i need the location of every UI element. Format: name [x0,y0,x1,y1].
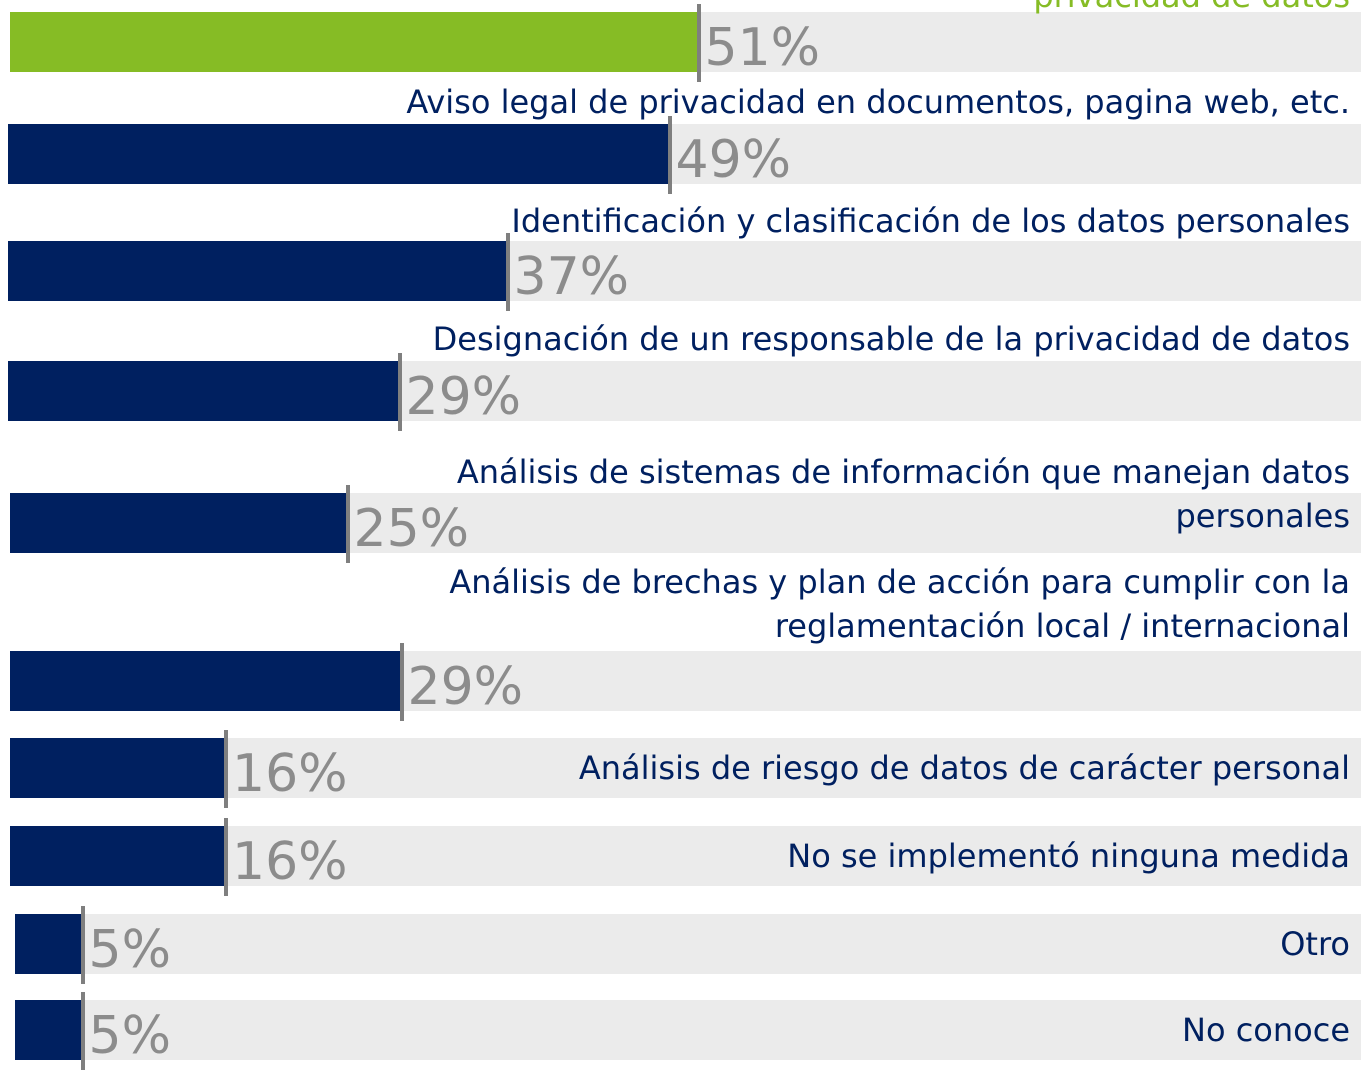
bar [10,651,402,711]
category-label: Aviso legal de privacidad en documentos,… [406,83,1350,121]
category-label: privacidad de datos [450,0,1350,18]
category-label: Análisis de sistemas de información que … [456,453,1350,535]
value-label: 16% [232,832,348,892]
bar [10,826,226,886]
bar-end-marker [397,353,402,431]
bar-end-marker [80,992,85,1070]
value-label: 25% [353,499,470,559]
bar-end-marker [345,485,350,563]
category-label: No se implementó ninguna medida [787,837,1350,875]
bar [10,493,348,553]
bar [8,124,670,184]
bar [15,914,83,974]
value-label: 5% [88,920,172,980]
bar-track [10,826,1361,886]
bar-end-marker [399,643,404,721]
category-label: Análisis de brechas y plan de acción par… [449,563,1350,645]
bar [15,1000,83,1060]
bar [10,738,226,798]
bar [8,241,508,301]
category-label: Designación de un responsable de la priv… [432,320,1350,358]
bar-end-marker [80,906,85,984]
value-label: 29% [405,367,522,427]
value-label: 49% [675,130,792,190]
bar [8,361,400,421]
category-label: Análisis de riesgo de datos de carácter … [578,749,1350,787]
value-label: 16% [232,744,348,804]
value-label: 5% [88,1006,172,1066]
bar-track [15,914,1361,974]
bar-end-marker [224,818,228,896]
bar-end-marker [224,730,228,808]
bar-track [10,738,1361,798]
value-label: 37% [513,247,630,307]
category-label: No conoce [1182,1011,1350,1049]
value-label: 29% [407,657,524,717]
bar-track [15,1000,1361,1060]
bar-end-marker [505,233,510,311]
value-label: 51% [704,18,821,78]
category-label: Otro [1280,925,1350,963]
bar [10,12,699,72]
bar-end-marker [667,116,672,194]
bar-end-marker [696,4,701,82]
category-label: Identificación y clasificación de los da… [511,202,1350,240]
